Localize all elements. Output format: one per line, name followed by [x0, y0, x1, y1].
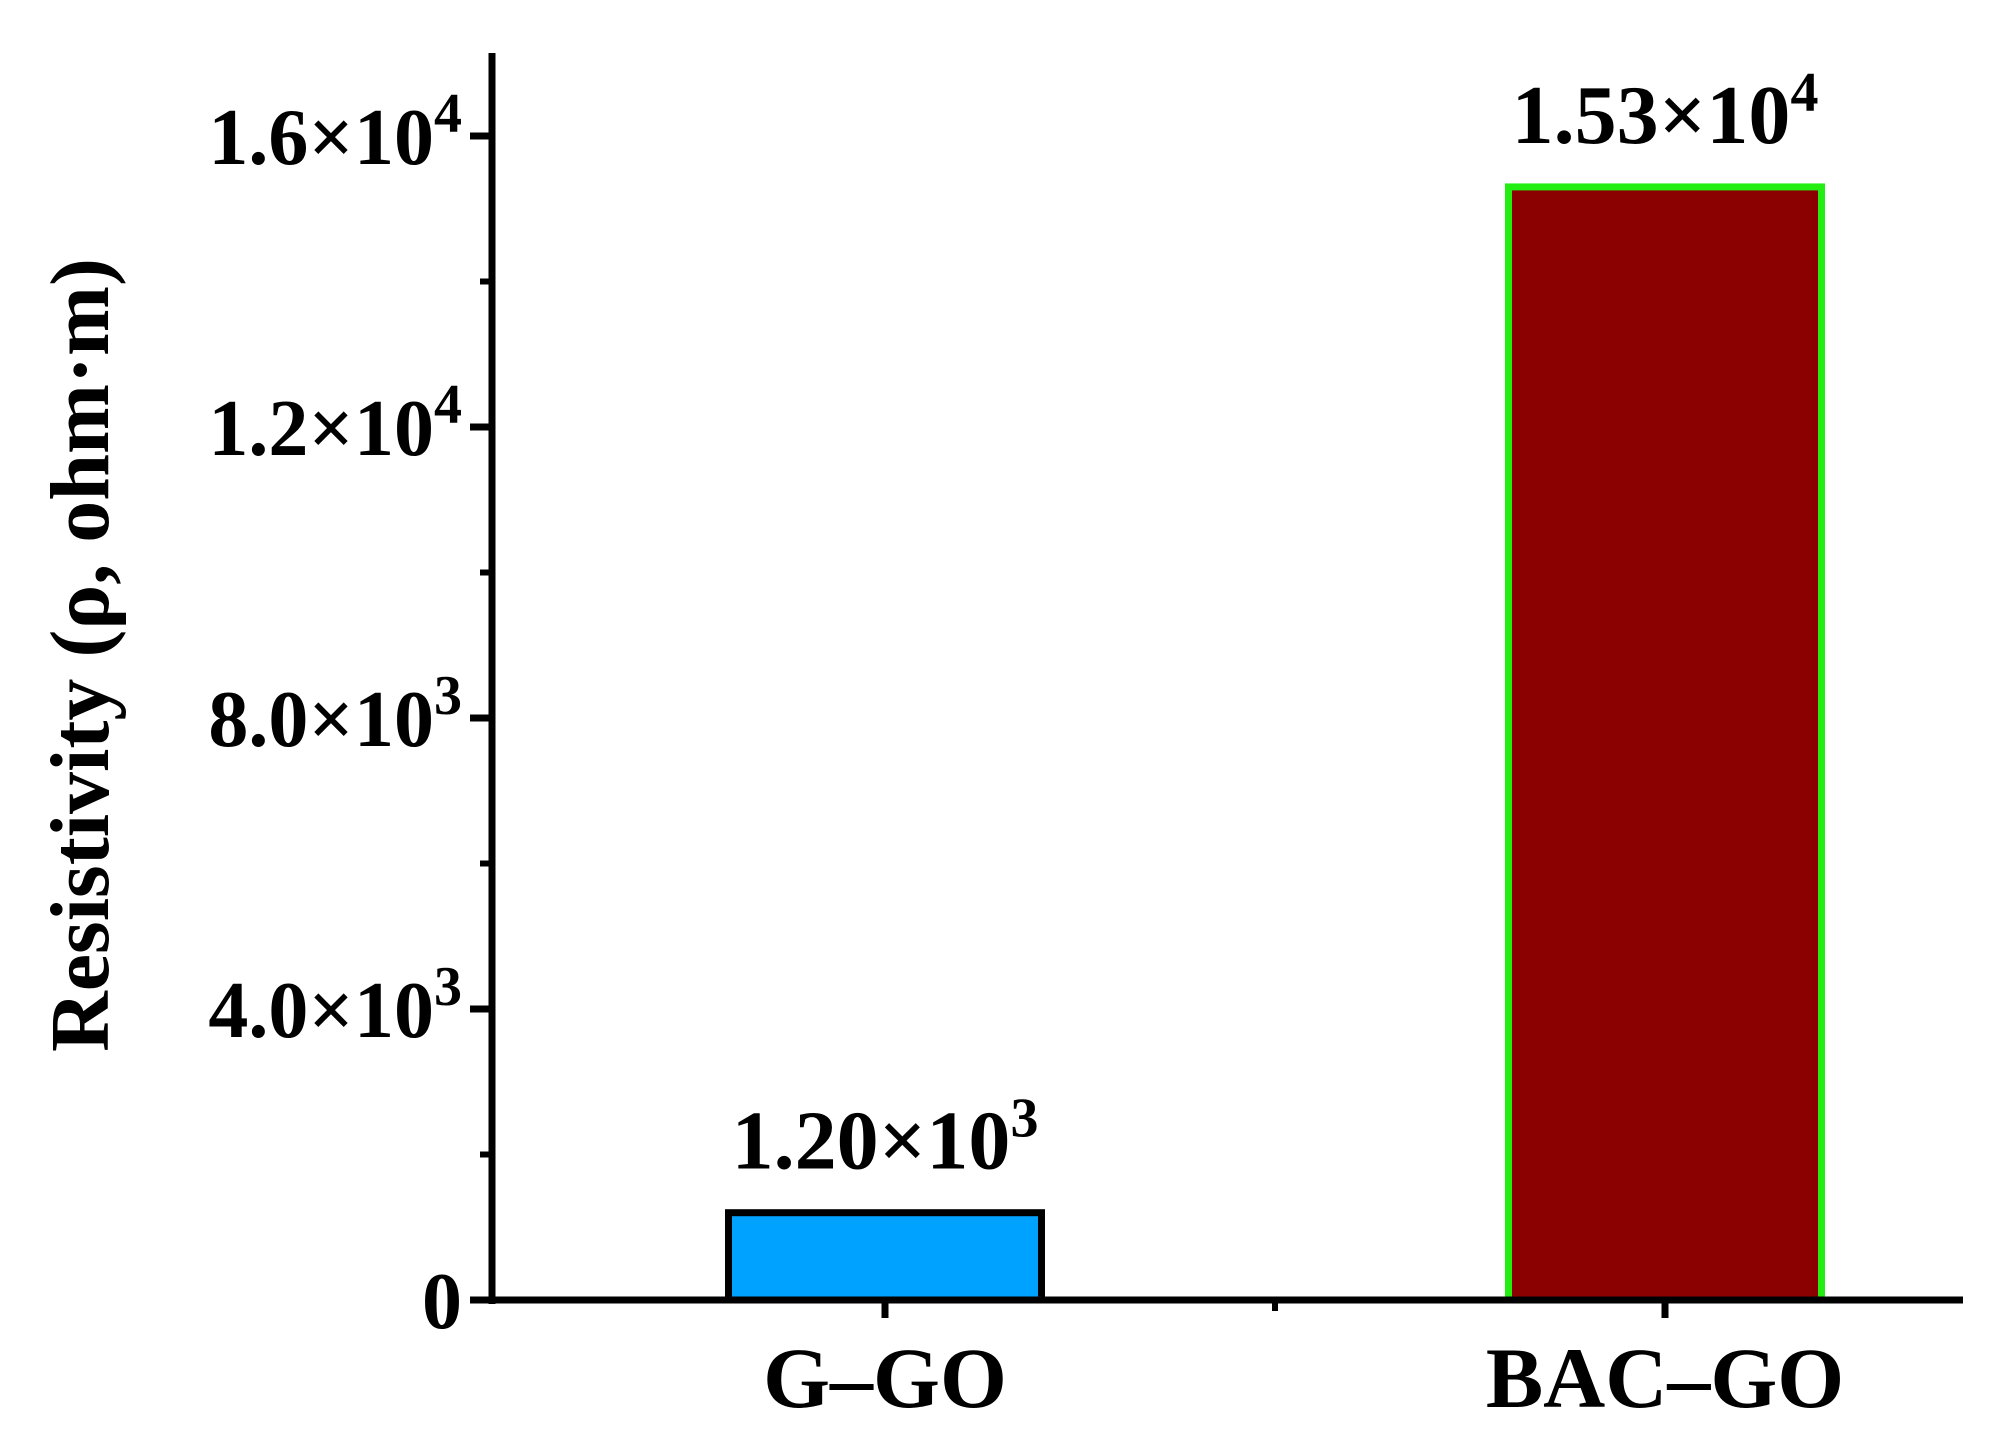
- axes-layer: [470, 53, 1963, 1318]
- y-tick-label: 1.6×104: [208, 83, 462, 182]
- y-axis-title: Resistivity (ρ, ohm·m): [34, 258, 127, 1052]
- bar: [725, 1209, 1045, 1304]
- x-category-label: G–GO: [763, 1330, 1007, 1426]
- bar: [1505, 183, 1825, 1304]
- bar-value-label: 1.53×104: [1512, 62, 1819, 162]
- y-tick-label: 1.2×104: [208, 374, 462, 473]
- labels-layer: 0 4.0×103 8.0×103 1.2×104 1.6×104 G–GO BAC–GO 1…: [208, 62, 1844, 1426]
- y-tick-label: 0: [422, 1258, 462, 1346]
- bar-value-label: 1.20×103: [732, 1088, 1039, 1188]
- x-category-label: BAC–GO: [1486, 1330, 1844, 1426]
- y-tick-label: 8.0×103: [208, 665, 462, 764]
- bars-layer: [725, 183, 1825, 1304]
- y-tick-label: 4.0×103: [208, 956, 462, 1055]
